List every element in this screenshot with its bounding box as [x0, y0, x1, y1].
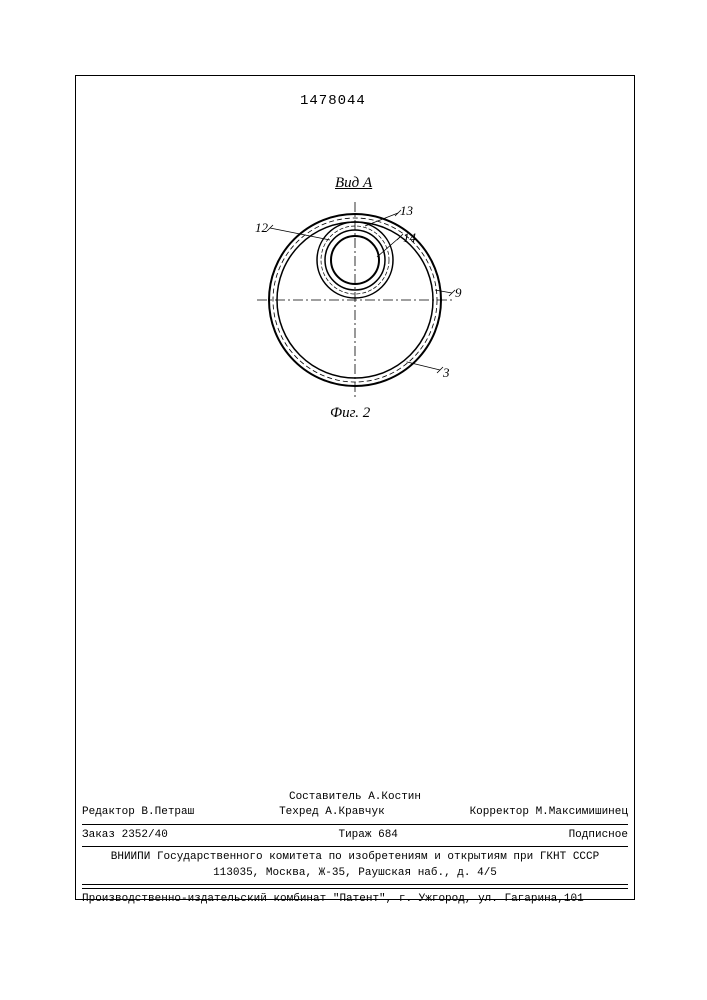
- callout-3: 3: [443, 365, 450, 381]
- compiler-line: Составитель А.Костин: [82, 790, 628, 805]
- technical-diagram: Вид А 12 13 14 9 3 Фиг. 2: [240, 175, 470, 435]
- callout-13: 13: [400, 203, 413, 219]
- callout-12: 12: [255, 220, 268, 236]
- divider-4: [82, 888, 628, 889]
- circulation-label: Тираж 684: [338, 828, 397, 843]
- figure-label: Фиг. 2: [330, 405, 370, 422]
- divider-1: [82, 824, 628, 825]
- editor-label: Редактор В.Петраш: [82, 805, 194, 820]
- order-label: Заказ 2352/40: [82, 828, 168, 843]
- callout-9: 9: [455, 285, 462, 301]
- divider-3: [82, 884, 628, 885]
- org-line2: 113035, Москва, Ж-35, Раушская наб., д. …: [82, 866, 628, 881]
- org-line1: ВНИИПИ Государственного комитета по изоб…: [82, 850, 628, 865]
- publisher-line: Производственно-издательский комбинат "П…: [82, 892, 628, 907]
- subscribed-label: Подписное: [569, 828, 628, 843]
- patent-number: 1478044: [300, 93, 366, 109]
- diagram-svg: [240, 175, 470, 425]
- divider-2: [82, 846, 628, 847]
- callout-14: 14: [403, 230, 416, 246]
- techred-label: Техред А.Кравчук: [279, 805, 385, 820]
- corrector-label: Корректор М.Максимишинец: [470, 805, 628, 820]
- footer-block: Составитель А.Костин Редактор В.Петраш Т…: [82, 790, 628, 907]
